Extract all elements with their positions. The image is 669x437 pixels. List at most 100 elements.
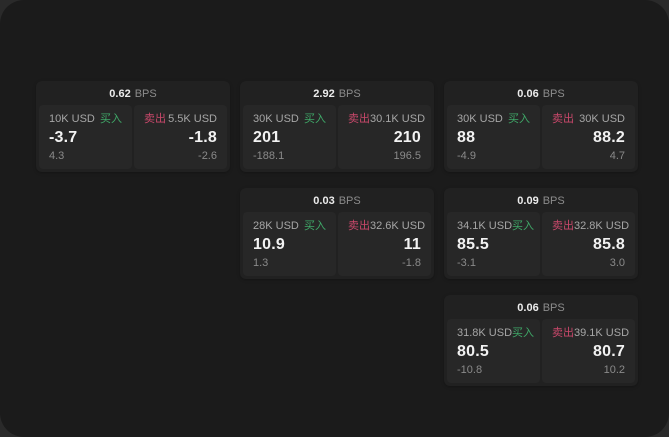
bps-unit-label: BPS <box>542 88 565 100</box>
quote-tiles: 10K USD 买入 -3.7 4.3 卖出 5.5K USD -1.8 -2.… <box>39 105 227 169</box>
quote-tiles: 30K USD 买入 201 -188.1 卖出 30.1K USD 210 1… <box>243 105 431 169</box>
sell-price: 210 <box>393 129 421 146</box>
sell-side-label: 卖出 <box>552 113 574 125</box>
buy-delta: -4.9 <box>457 150 476 162</box>
quote-tiles: 31.8K USD 买入 80.5 -10.8 卖出 39.1K USD 80.… <box>447 319 635 383</box>
sell-panel-header: 卖出 5.5K USD <box>144 113 217 126</box>
buy-side-label: 买入 <box>512 327 535 339</box>
buy-amount: 30K USD <box>253 113 299 125</box>
buy-panel[interactable]: 28K USD 买入 10.9 1.3 <box>243 212 336 276</box>
sell-panel[interactable]: 卖出 32.6K USD 11 -1.8 <box>338 212 431 276</box>
buy-panel[interactable]: 30K USD 买入 88 -4.9 <box>447 105 540 169</box>
buy-amount: 10K USD <box>49 113 95 125</box>
buy-delta: 1.3 <box>253 257 269 269</box>
card-header: 0.09 BPS <box>447 191 635 212</box>
buy-side-label: 买入 <box>304 113 326 125</box>
bps-unit-label: BPS <box>338 195 361 207</box>
sell-price: 85.8 <box>593 236 625 253</box>
sell-amount: 32.6K USD <box>370 220 426 232</box>
quote-card: 0.06 BPS 31.8K USD 买入 80.5 -10.8 卖出 39.1… <box>444 295 638 386</box>
buy-side-label: 买入 <box>100 113 122 125</box>
quote-card: 0.09 BPS 34.1K USD 买入 85.5 -3.1 卖出 32.8K… <box>444 188 638 279</box>
buy-price: 201 <box>253 129 281 146</box>
sell-side-label: 卖出 <box>552 327 574 339</box>
buy-panel[interactable]: 34.1K USD 买入 85.5 -3.1 <box>447 212 540 276</box>
sell-panel[interactable]: 卖出 32.8K USD 85.8 3.0 <box>542 212 635 276</box>
buy-price: 80.5 <box>457 343 489 360</box>
sell-panel-header: 卖出 32.8K USD <box>552 220 629 233</box>
sell-side-label: 卖出 <box>348 220 370 232</box>
buy-delta: -10.8 <box>457 364 483 376</box>
card-header: 0.06 BPS <box>447 298 635 319</box>
sell-panel[interactable]: 卖出 39.1K USD 80.7 10.2 <box>542 319 635 383</box>
bps-value: 0.06 <box>517 302 539 314</box>
buy-price: 85.5 <box>457 236 489 253</box>
sell-panel[interactable]: 卖出 30K USD 88.2 4.7 <box>542 105 635 169</box>
buy-panel-header: 30K USD 买入 <box>457 113 530 126</box>
bps-unit-label: BPS <box>542 195 565 207</box>
quote-card: 2.92 BPS 30K USD 买入 201 -188.1 卖出 30.1K … <box>240 81 434 172</box>
buy-panel-header: 30K USD 买入 <box>253 113 326 126</box>
buy-amount: 30K USD <box>457 113 503 125</box>
sell-panel[interactable]: 卖出 5.5K USD -1.8 -2.6 <box>134 105 227 169</box>
bps-unit-label: BPS <box>134 88 157 100</box>
quote-card: 0.06 BPS 30K USD 买入 88 -4.9 卖出 30K USD 8… <box>444 81 638 172</box>
sell-price: 80.7 <box>593 343 625 360</box>
sell-side-label: 卖出 <box>144 113 166 125</box>
sell-delta: 10.2 <box>603 364 625 376</box>
buy-amount: 34.1K USD <box>457 220 513 232</box>
buy-price: 88 <box>457 129 476 146</box>
buy-price: -3.7 <box>49 129 78 146</box>
card-header: 0.03 BPS <box>243 191 431 212</box>
sell-delta: 196.5 <box>393 150 421 162</box>
buy-panel[interactable]: 10K USD 买入 -3.7 4.3 <box>39 105 132 169</box>
card-header: 2.92 BPS <box>243 84 431 105</box>
buy-panel-header: 28K USD 买入 <box>253 220 326 233</box>
bps-unit-label: BPS <box>542 302 565 314</box>
bps-value: 0.09 <box>517 195 539 207</box>
sell-amount: 30K USD <box>579 113 625 125</box>
buy-side-label: 买入 <box>508 113 530 125</box>
buy-price: 10.9 <box>253 236 285 253</box>
sell-amount: 30.1K USD <box>370 113 426 125</box>
buy-panel[interactable]: 30K USD 买入 201 -188.1 <box>243 105 336 169</box>
bps-value: 0.62 <box>109 88 131 100</box>
bps-value: 0.03 <box>313 195 335 207</box>
bps-value: 2.92 <box>313 88 335 100</box>
quote-tiles: 30K USD 买入 88 -4.9 卖出 30K USD 88.2 4.7 <box>447 105 635 169</box>
bps-value: 0.06 <box>517 88 539 100</box>
sell-delta: -1.8 <box>402 257 421 269</box>
buy-panel[interactable]: 31.8K USD 买入 80.5 -10.8 <box>447 319 540 383</box>
buy-delta: -188.1 <box>253 150 285 162</box>
buy-panel-header: 31.8K USD 买入 <box>457 327 534 340</box>
cards-grid: 0.62 BPS 10K USD 买入 -3.7 4.3 卖出 5.5K USD… <box>36 81 638 386</box>
sell-side-label: 卖出 <box>348 113 370 125</box>
sell-panel-header: 卖出 39.1K USD <box>552 327 629 340</box>
sell-side-label: 卖出 <box>552 220 574 232</box>
sell-delta: 3.0 <box>609 257 625 269</box>
sell-price: 11 <box>403 236 421 253</box>
sell-amount: 5.5K USD <box>168 113 217 125</box>
sell-panel-header: 卖出 30K USD <box>552 113 625 126</box>
quote-card: 0.03 BPS 28K USD 买入 10.9 1.3 卖出 32.6K US… <box>240 188 434 279</box>
buy-panel-header: 10K USD 买入 <box>49 113 122 126</box>
sell-amount: 32.8K USD <box>574 220 630 232</box>
buy-panel-header: 34.1K USD 买入 <box>457 220 534 233</box>
sell-panel[interactable]: 卖出 30.1K USD 210 196.5 <box>338 105 431 169</box>
sell-amount: 39.1K USD <box>574 327 630 339</box>
sell-panel-header: 卖出 30.1K USD <box>348 113 425 126</box>
quote-tiles: 34.1K USD 买入 85.5 -3.1 卖出 32.8K USD 85.8… <box>447 212 635 276</box>
sell-delta: 4.7 <box>609 150 625 162</box>
bps-unit-label: BPS <box>338 88 361 100</box>
buy-delta: -3.1 <box>457 257 476 269</box>
quote-tiles: 28K USD 买入 10.9 1.3 卖出 32.6K USD 11 -1.8 <box>243 212 431 276</box>
quote-card: 0.62 BPS 10K USD 买入 -3.7 4.3 卖出 5.5K USD… <box>36 81 230 172</box>
card-header: 0.06 BPS <box>447 84 635 105</box>
buy-side-label: 买入 <box>512 220 535 232</box>
sell-delta: -2.6 <box>198 150 217 162</box>
buy-side-label: 买入 <box>304 220 326 232</box>
buy-amount: 31.8K USD <box>457 327 513 339</box>
sell-price: -1.8 <box>188 129 217 146</box>
buy-delta: 4.3 <box>49 150 65 162</box>
